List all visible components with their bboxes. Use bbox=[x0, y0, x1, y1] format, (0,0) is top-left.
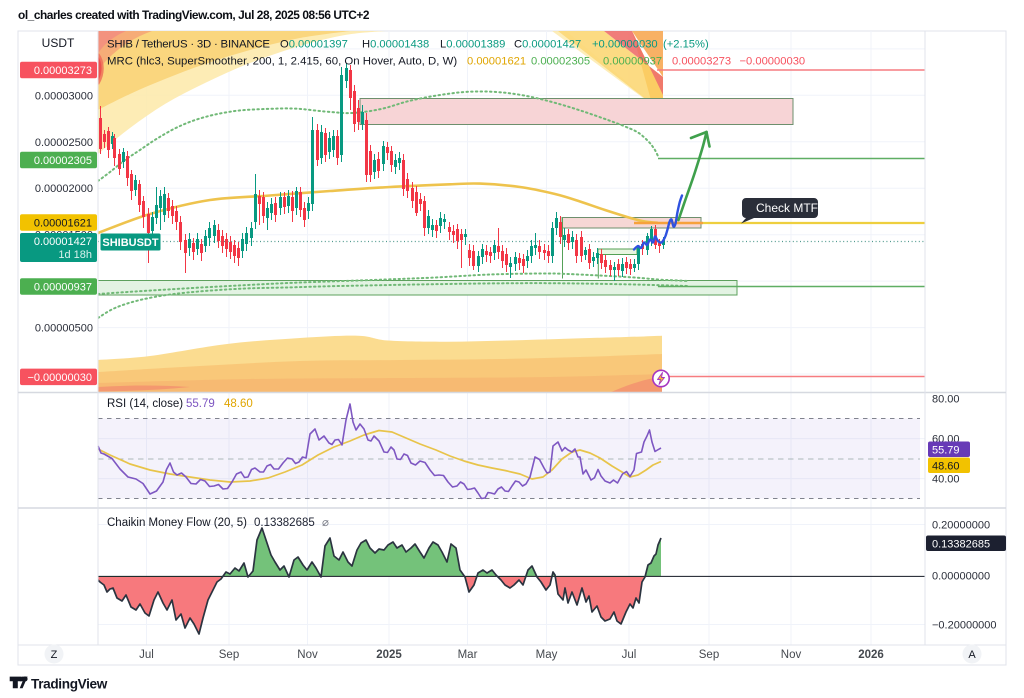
svg-text:Check MTF: Check MTF bbox=[756, 201, 818, 215]
svg-text:Z: Z bbox=[51, 649, 58, 661]
svg-text:0.00002500: 0.00002500 bbox=[35, 137, 93, 149]
svg-text:USDT: USDT bbox=[42, 36, 75, 50]
svg-text:SHIBUSDT: SHIBUSDT bbox=[102, 237, 159, 249]
svg-text:0.13382685: 0.13382685 bbox=[254, 517, 315, 529]
svg-text:0.00000500: 0.00000500 bbox=[35, 323, 93, 335]
svg-text:48.60: 48.60 bbox=[932, 461, 960, 473]
svg-text:RSI (14, close): RSI (14, close) bbox=[107, 398, 183, 410]
svg-text:2026: 2026 bbox=[858, 649, 884, 661]
svg-text:Chaikin Money Flow (20, 5): Chaikin Money Flow (20, 5) bbox=[107, 517, 247, 529]
svg-text:Sep: Sep bbox=[699, 649, 719, 661]
svg-text:Sep: Sep bbox=[219, 649, 239, 661]
svg-text:0.00000000: 0.00000000 bbox=[932, 571, 990, 583]
svg-text:2025: 2025 bbox=[376, 649, 402, 661]
svg-text:0.00001621: 0.00001621 bbox=[34, 217, 92, 229]
svg-text:A: A bbox=[968, 649, 976, 661]
svg-text:0.13382685: 0.13382685 bbox=[932, 539, 990, 551]
svg-text:MRC (hlc3, SuperSmoother, 200,: MRC (hlc3, SuperSmoother, 200, 1, 2.415,… bbox=[107, 56, 805, 68]
svg-text:Mar: Mar bbox=[458, 649, 478, 661]
svg-text:55.79: 55.79 bbox=[932, 445, 960, 457]
svg-text:−0.20000000: −0.20000000 bbox=[932, 620, 997, 632]
svg-text:0.00002305: 0.00002305 bbox=[34, 155, 92, 167]
svg-text:Jul: Jul bbox=[139, 649, 154, 661]
svg-text:0.00003000: 0.00003000 bbox=[35, 90, 93, 102]
svg-text:0.00002000: 0.00002000 bbox=[35, 183, 93, 195]
svg-text:Nov: Nov bbox=[297, 649, 318, 661]
svg-text:55.79: 55.79 bbox=[186, 398, 215, 410]
svg-text:48.60: 48.60 bbox=[224, 398, 253, 410]
svg-text:1d 18h: 1d 18h bbox=[58, 249, 92, 261]
svg-text:80.00: 80.00 bbox=[932, 394, 960, 406]
svg-text:ol_charles created with Tradin: ol_charles created with TradingView.com,… bbox=[18, 8, 370, 22]
svg-text:⌀: ⌀ bbox=[322, 517, 329, 529]
svg-text:SHIB / TetherUS · 3D · BINANCE: SHIB / TetherUS · 3D · BINANCE O0.0000139… bbox=[107, 39, 709, 51]
svg-text:−0.00000030: −0.00000030 bbox=[27, 372, 92, 384]
svg-text:0.00003273: 0.00003273 bbox=[34, 65, 92, 77]
svg-text:40.00: 40.00 bbox=[932, 474, 960, 486]
svg-text:May: May bbox=[536, 649, 558, 661]
svg-text:0.00001427: 0.00001427 bbox=[34, 236, 92, 248]
svg-text:0.20000000: 0.20000000 bbox=[932, 520, 990, 532]
svg-text:TradingView: TradingView bbox=[31, 677, 108, 692]
svg-text:Jul: Jul bbox=[622, 649, 637, 661]
svg-text:Nov: Nov bbox=[781, 649, 802, 661]
svg-text:0.00000937: 0.00000937 bbox=[34, 282, 92, 294]
